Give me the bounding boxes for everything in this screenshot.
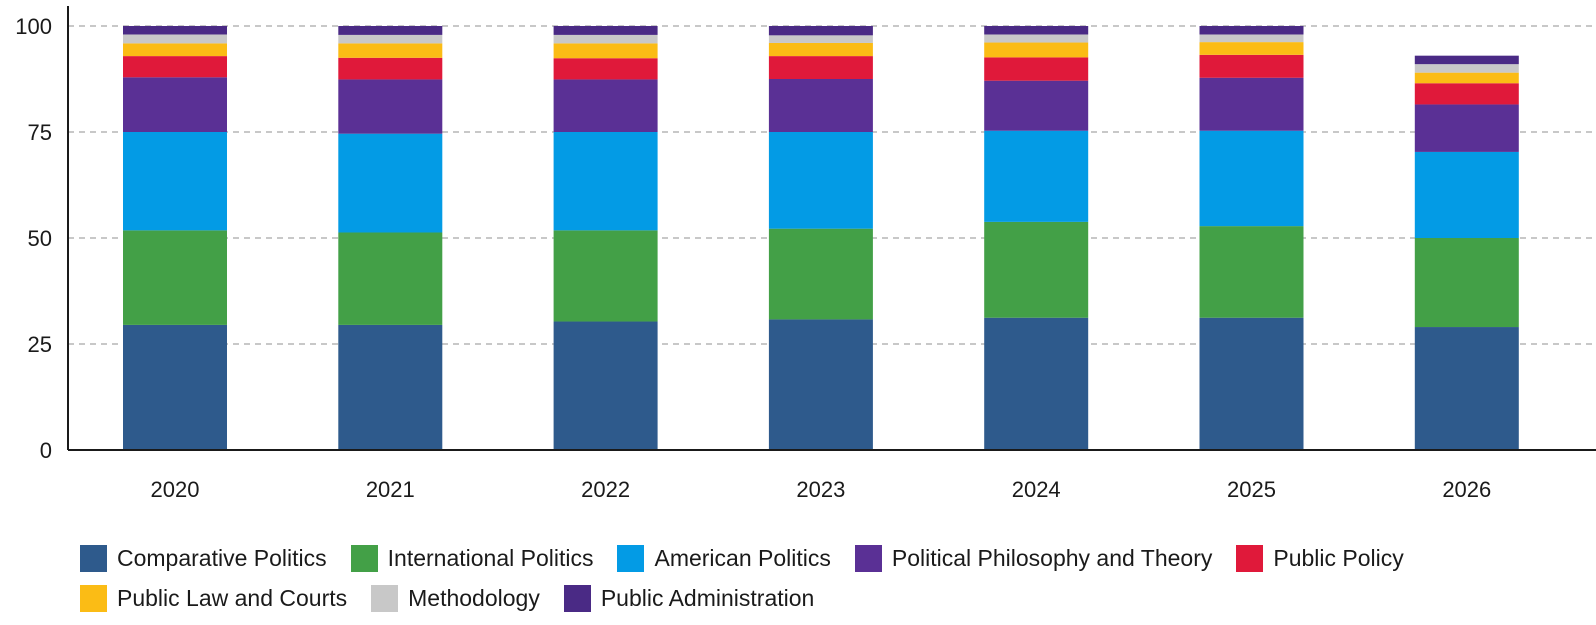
bar-segment: [123, 34, 227, 44]
bar-segment: [984, 57, 1089, 81]
axes: [67, 6, 1596, 451]
legend-item: American Politics: [617, 544, 831, 572]
legend-label: Public Law and Courts: [117, 584, 348, 611]
tick-labels: 0 25 50 75 100 2020 2021 2022 2023 2024 2025 2026: [15, 14, 1491, 502]
legend-label: American Politics: [654, 544, 831, 571]
legend-label: Public Policy: [1273, 544, 1404, 571]
legend-item: Methodology: [371, 584, 540, 612]
bar-segment: [984, 26, 1089, 35]
bar-segment: [553, 26, 658, 35]
bar-segment: [1414, 104, 1519, 152]
legend-item: International Politics: [350, 544, 594, 572]
bar-segment: [123, 132, 227, 231]
bar-segment: [1199, 34, 1304, 43]
bars: [123, 26, 1519, 450]
bar-segment: [553, 34, 658, 44]
bar-segment: [338, 26, 443, 35]
legend-swatch: [563, 584, 591, 612]
bar-segment: [984, 317, 1089, 450]
x-tick-label: 2024: [1012, 477, 1061, 502]
x-tick-label: 2023: [796, 477, 845, 502]
y-tick-label: 75: [28, 120, 52, 145]
bar-segment: [338, 232, 443, 325]
y-tick-label: 50: [28, 226, 52, 251]
bar-segment: [123, 324, 227, 450]
legend-label: Public Administration: [600, 584, 815, 611]
bar-segment: [123, 43, 227, 57]
bar-segment: [768, 42, 873, 57]
bar-segment: [768, 35, 873, 43]
bar-segment: [768, 319, 873, 450]
stacked-bar-chart: 0 25 50 75 100 2020 2021 2022 2023 2024 2025 2026: [15, 6, 1596, 502]
legend-swatch: [80, 584, 107, 612]
bar-segment: [1414, 72, 1519, 84]
bar-segment: [1199, 26, 1304, 35]
bar-segment: [123, 77, 227, 132]
x-tick-label: 2021: [366, 477, 415, 502]
legend-row: Public Law and Courts Methodology Public A…: [80, 578, 1580, 618]
bar-segment: [553, 230, 658, 322]
legend-swatch: [371, 584, 399, 612]
bar-segment: [1199, 226, 1304, 318]
bar-segment: [338, 43, 443, 58]
bar-segment: [768, 132, 873, 229]
bar-segment: [1414, 238, 1519, 328]
x-tick-label: 2026: [1442, 477, 1491, 502]
x-tick-label: 2022: [581, 477, 630, 502]
bar-segment: [338, 79, 443, 134]
bar-segment: [1414, 83, 1519, 105]
bar-segment: [1414, 151, 1519, 238]
bar-segment: [338, 34, 443, 44]
x-tick-label: 2020: [151, 477, 200, 502]
y-tick-label: 100: [15, 14, 52, 39]
legend-item: Public Administration: [563, 584, 815, 612]
bar-segment: [1414, 64, 1519, 73]
legend-item: Political Philosophy and Theory: [854, 544, 1213, 572]
x-tick-label: 2025: [1227, 477, 1276, 502]
bar-segment: [338, 324, 443, 450]
legend-item: Public Policy: [1236, 544, 1404, 572]
bar-segment: [553, 43, 658, 59]
legend-item: Public Law and Courts: [80, 584, 348, 612]
bar-segment: [984, 34, 1089, 43]
legend-label: Comparative Politics: [117, 544, 327, 571]
bar-segment: [553, 58, 658, 80]
bar-segment: [1199, 130, 1304, 227]
bar-segment: [768, 56, 873, 79]
legend-label: International Politics: [387, 544, 594, 571]
legend-swatch: [80, 544, 107, 572]
bar-segment: [984, 221, 1089, 318]
bar-segment: [984, 42, 1089, 58]
legend-label: Methodology: [408, 584, 540, 611]
bar-segment: [1199, 77, 1304, 131]
legend-swatch: [854, 544, 882, 572]
legend-item: Comparative Politics: [80, 544, 327, 572]
bar-segment: [984, 130, 1089, 222]
bar-segment: [553, 79, 658, 132]
legend-row: Comparative Politics International Politi…: [80, 538, 1580, 578]
bar-segment: [553, 132, 658, 231]
bar-segment: [1199, 54, 1304, 78]
bar-segment: [123, 56, 227, 78]
bar-segment: [1414, 327, 1519, 450]
bar-segment: [338, 57, 443, 80]
legend-label: Political Philosophy and Theory: [891, 544, 1213, 571]
legend-swatch: [617, 544, 645, 572]
bar-segment: [123, 26, 227, 35]
legend-swatch: [1236, 544, 1264, 572]
bar-segment: [768, 26, 873, 36]
bar-segment: [1199, 42, 1304, 55]
y-tick-label: 0: [40, 438, 52, 463]
bar-segment: [1199, 317, 1304, 450]
bar-segment: [1414, 55, 1519, 65]
bar-segment: [768, 79, 873, 132]
bar-segment: [984, 80, 1089, 131]
bar-segment: [768, 228, 873, 320]
legend: Comparative Politics International Politi…: [80, 538, 1580, 618]
y-tick-label: 25: [28, 332, 52, 357]
bar-segment: [338, 133, 443, 233]
bar-segment: [123, 230, 227, 325]
legend-swatch: [350, 544, 378, 572]
bar-segment: [553, 321, 658, 450]
